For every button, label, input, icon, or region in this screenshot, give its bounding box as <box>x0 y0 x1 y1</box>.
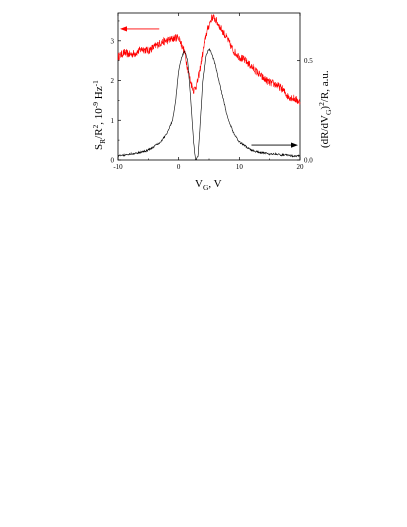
axis-arrows <box>120 26 298 148</box>
left-y-axis-ticks: 0 1 2 3 <box>111 20 121 165</box>
plot-border <box>117 12 301 161</box>
x-axis-label: VG, V <box>195 178 222 192</box>
left-y-axis-label: SR/R2, 10-9 Hz-1 <box>91 80 107 150</box>
left-axis-arrow-head <box>120 26 127 32</box>
derivative-series-line <box>117 48 301 161</box>
right-y-tick-label: 0.0 <box>304 157 313 165</box>
noise-series-line <box>117 13 301 106</box>
right-axis-arrow-head <box>291 142 298 148</box>
left-y-tick-label: 0 <box>111 157 115 165</box>
right-y-tick-label: 0.5 <box>304 57 313 65</box>
left-y-tick-label: 3 <box>111 37 115 45</box>
x-tick-label: 20 <box>297 163 305 171</box>
right-y-axis-label: (dR/dVG)2/R, a.u. <box>317 70 333 148</box>
plot-frame <box>117 12 301 161</box>
right-y-axis-ticks: 0.0 0.5 <box>297 57 313 165</box>
chart-series <box>117 13 301 161</box>
left-y-tick-label: 1 <box>111 117 115 125</box>
left-y-tick-label: 2 <box>111 77 115 85</box>
x-axis-ticks: -10 0 10 20 <box>113 13 304 171</box>
x-tick-label: -10 <box>113 163 123 171</box>
x-tick-label: 10 <box>236 163 244 171</box>
x-tick-label: 0 <box>177 163 181 171</box>
